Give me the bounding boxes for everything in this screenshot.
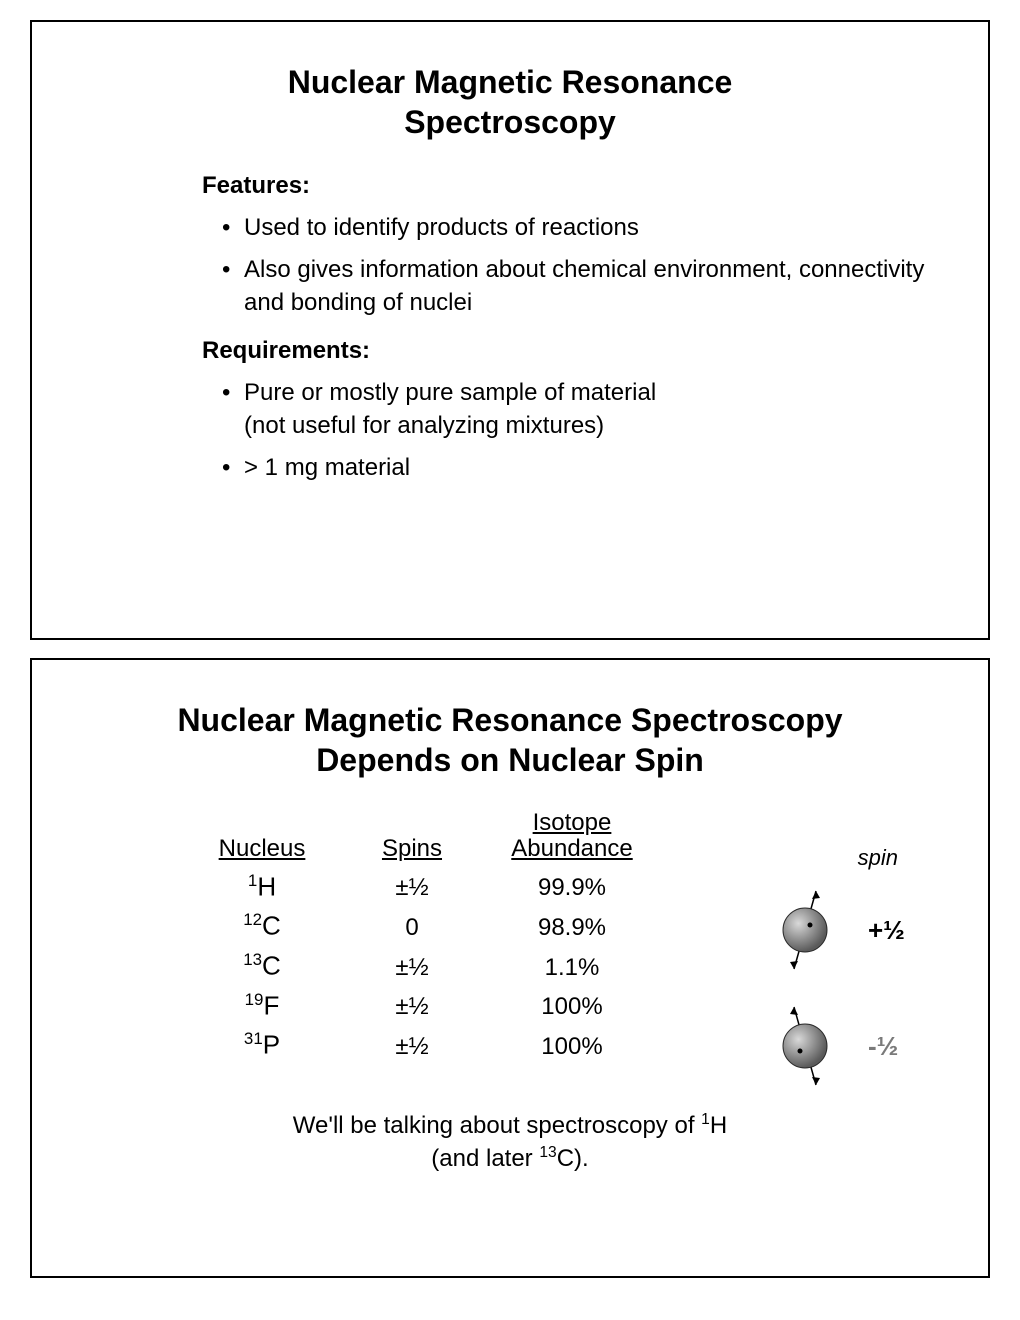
mass: 31 bbox=[244, 1029, 263, 1048]
spin-plus-row: +½ bbox=[698, 885, 918, 975]
hdr-spins: Spins bbox=[342, 835, 482, 863]
slide-2: Nuclear Magnetic Resonance Spectroscopy … bbox=[30, 658, 990, 1278]
spin-title: spin bbox=[698, 845, 918, 871]
spin-diagram: spin bbox=[698, 845, 918, 1117]
cell-nucleus: 31P bbox=[182, 1029, 342, 1061]
sym: C bbox=[262, 911, 281, 941]
cell-nucleus: 12C bbox=[182, 910, 342, 942]
sphere-up-icon bbox=[770, 885, 840, 975]
cell-abund: 100% bbox=[482, 1033, 662, 1061]
spin-plus-label: +½ bbox=[868, 915, 918, 946]
cell-nucleus: 19F bbox=[182, 990, 342, 1022]
requirements-list: Pure or mostly pure sample of material (… bbox=[222, 377, 948, 484]
req-sub: (not useful for analyzing mixtures) bbox=[244, 410, 948, 442]
hdr-isotope: Isotope Abundance bbox=[482, 810, 662, 863]
page: Nuclear Magnetic Resonance Spectroscopy … bbox=[0, 0, 1020, 1320]
feature-item: Also gives information about chemical en… bbox=[222, 254, 948, 319]
footer2-sym: C bbox=[557, 1145, 574, 1172]
mass: 13 bbox=[243, 950, 262, 969]
sym: F bbox=[263, 990, 279, 1020]
spin-minus-label: -½ bbox=[868, 1031, 918, 1062]
footer-note: We'll be talking about spectroscopy of 1… bbox=[72, 1109, 948, 1176]
sym: C bbox=[262, 951, 281, 981]
req-main: Pure or mostly pure sample of material bbox=[244, 379, 656, 406]
cell-spin: ±½ bbox=[342, 1033, 482, 1061]
cell-nucleus: 1H bbox=[182, 871, 342, 903]
sym: P bbox=[263, 1030, 280, 1060]
feature-item: Used to identify products of reactions bbox=[222, 212, 948, 244]
slide1-title-line1: Nuclear Magnetic Resonance bbox=[288, 64, 733, 100]
slide-1: Nuclear Magnetic Resonance Spectroscopy … bbox=[30, 20, 990, 640]
mass: 1 bbox=[248, 871, 257, 890]
cell-spin: ±½ bbox=[342, 954, 482, 982]
cell-spin: ±½ bbox=[342, 874, 482, 902]
cell-abund: 98.9% bbox=[482, 914, 662, 942]
cell-spin: 0 bbox=[342, 914, 482, 942]
slide2-title-line1: Nuclear Magnetic Resonance Spectroscopy bbox=[177, 702, 842, 738]
footer2-post: ). bbox=[574, 1145, 589, 1172]
slide1-title: Nuclear Magnetic Resonance Spectroscopy bbox=[72, 62, 948, 142]
sphere-down-icon bbox=[770, 1001, 840, 1091]
slide2-title: Nuclear Magnetic Resonance Spectroscopy … bbox=[72, 700, 948, 780]
cell-abund: 100% bbox=[482, 993, 662, 1021]
features-list: Used to identify products of reactions A… bbox=[222, 212, 948, 319]
hdr-nucleus: Nucleus bbox=[182, 835, 342, 863]
footer1-pre: We'll be talking about spectroscopy of bbox=[293, 1112, 701, 1139]
hdr-iso1: Isotope bbox=[533, 809, 612, 836]
cell-abund: 99.9% bbox=[482, 874, 662, 902]
mass: 12 bbox=[243, 910, 262, 929]
requirements-label: Requirements: bbox=[202, 337, 948, 365]
cell-spin: ±½ bbox=[342, 993, 482, 1021]
cell-nucleus: 13C bbox=[182, 950, 342, 982]
cell-abund: 1.1% bbox=[482, 954, 662, 982]
req-main: > 1 mg material bbox=[244, 454, 410, 481]
slide1-title-line2: Spectroscopy bbox=[404, 104, 616, 140]
requirement-item: > 1 mg material bbox=[222, 452, 948, 484]
spin-minus-row: -½ bbox=[698, 1001, 918, 1091]
footer2-mass: 13 bbox=[539, 1144, 556, 1161]
sym: H bbox=[257, 871, 276, 901]
slide2-title-line2: Depends on Nuclear Spin bbox=[316, 742, 704, 778]
mass: 19 bbox=[245, 990, 264, 1009]
features-label: Features: bbox=[202, 172, 948, 200]
hdr-iso2: Abundance bbox=[511, 835, 632, 862]
requirement-item: Pure or mostly pure sample of material (… bbox=[222, 377, 948, 442]
footer2-pre: (and later bbox=[431, 1145, 539, 1172]
